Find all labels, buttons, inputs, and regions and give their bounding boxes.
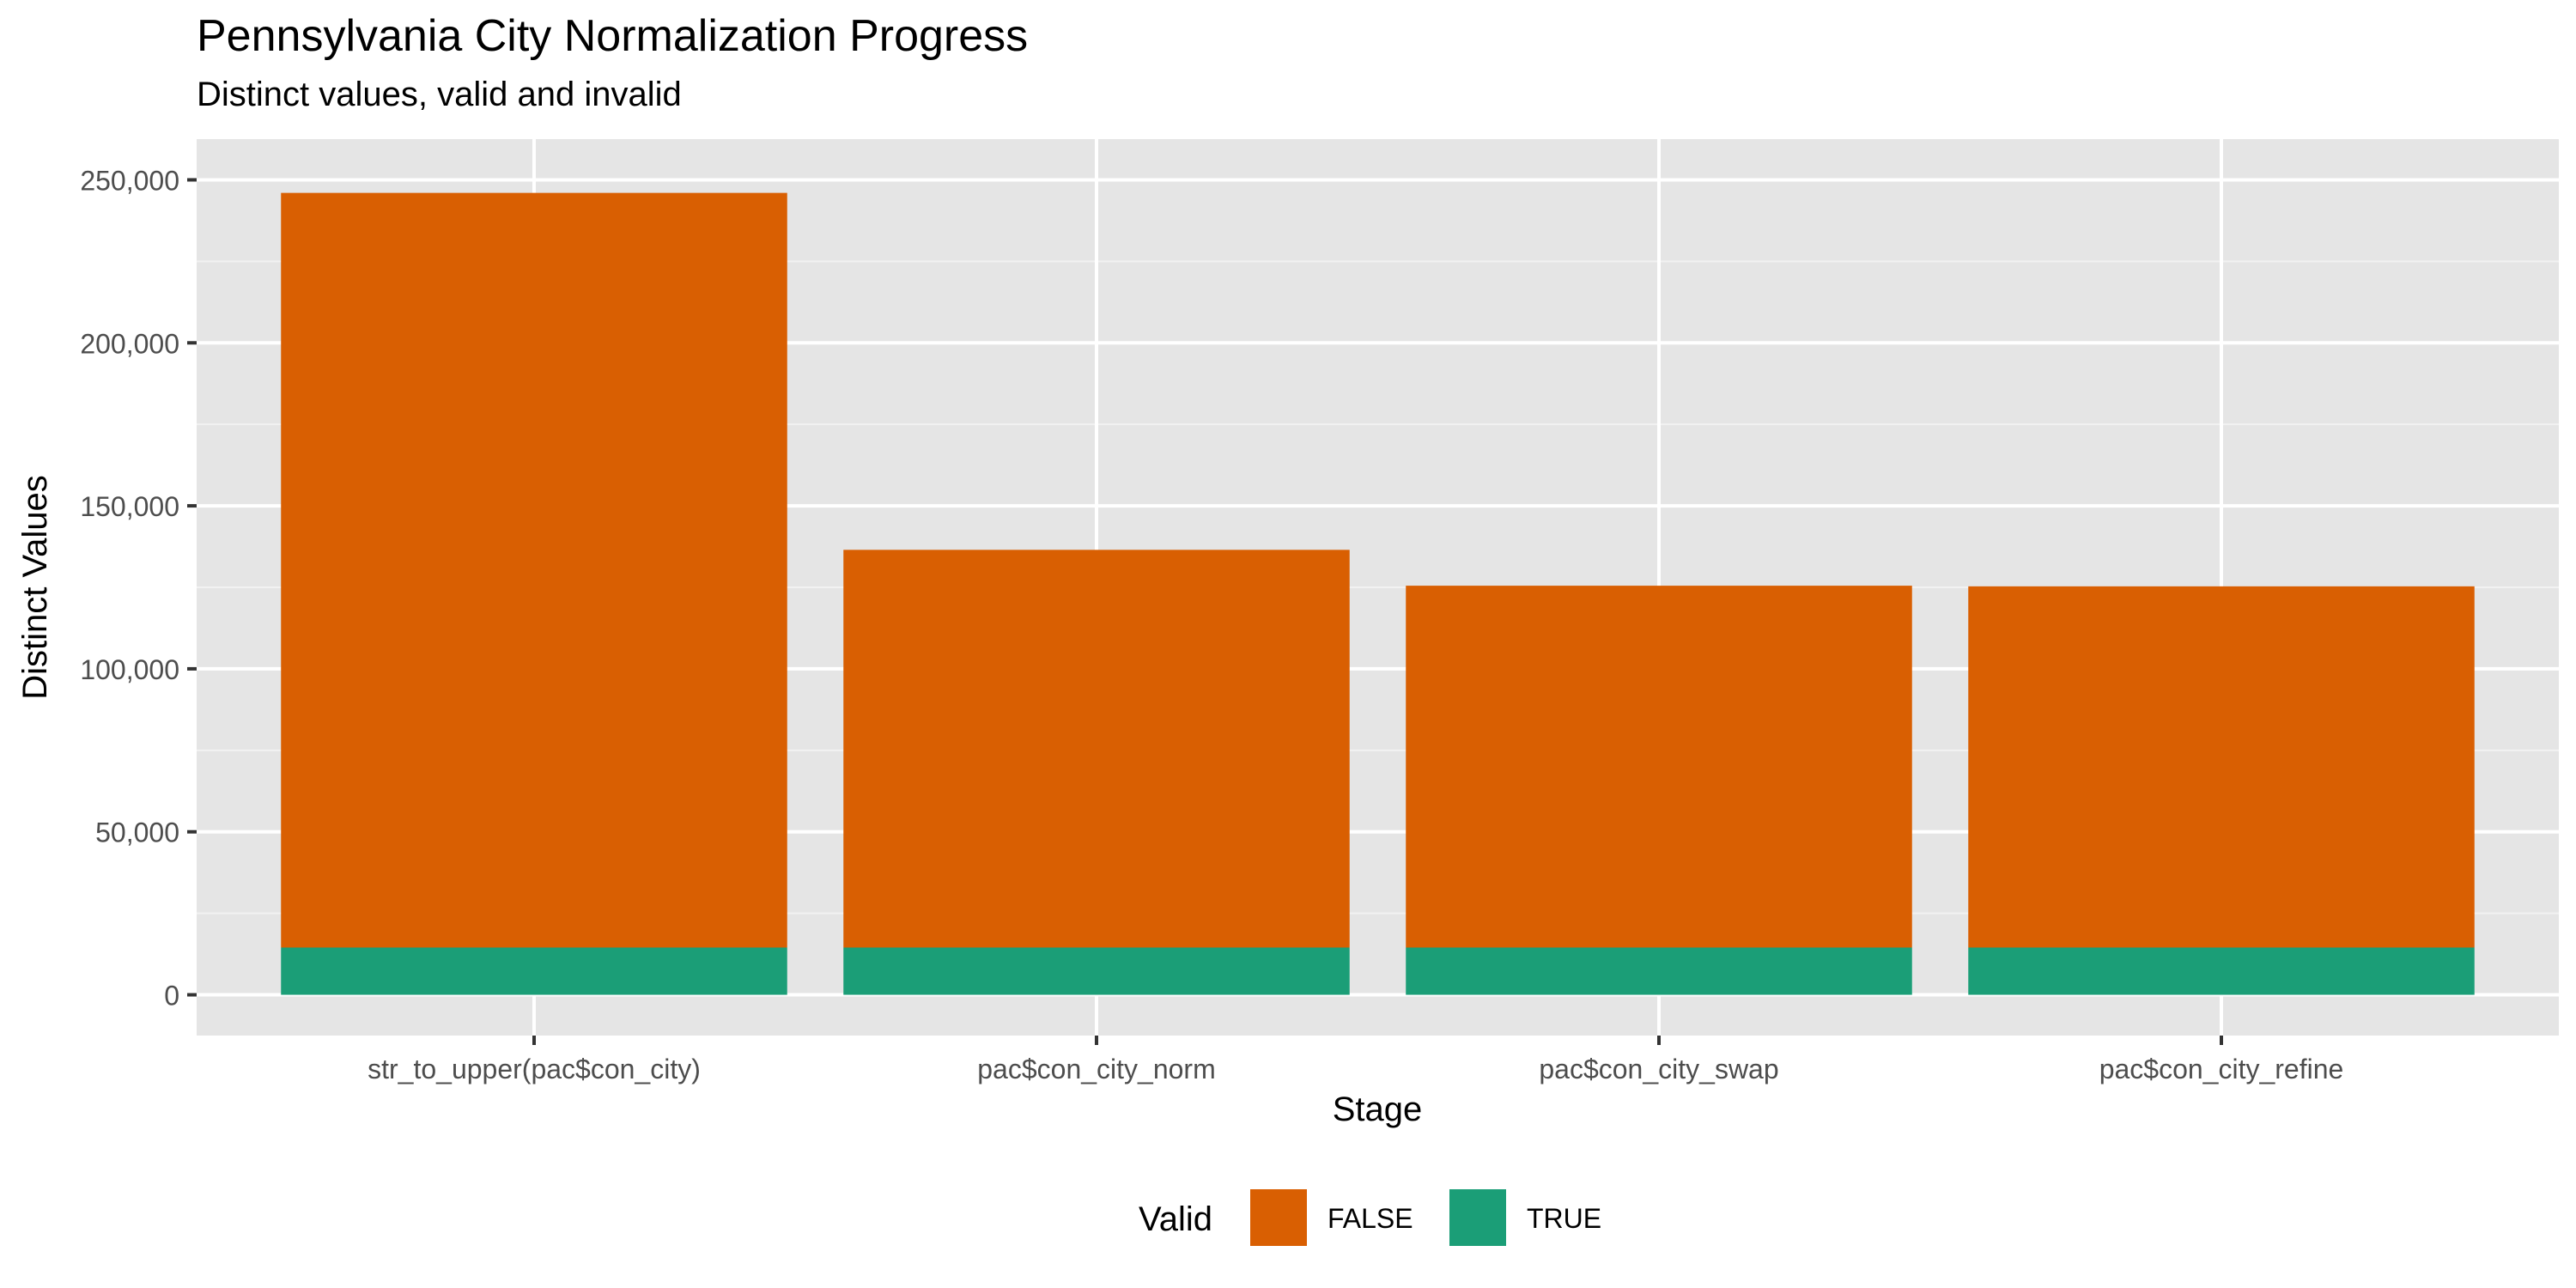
x-tick-label: str_to_upper(pac$con_city) <box>368 1054 701 1084</box>
bar-true <box>843 947 1350 995</box>
x-tick-label: pac$con_city_swap <box>1539 1054 1778 1084</box>
x-tick-label: pac$con_city_norm <box>977 1054 1215 1084</box>
legend-label-false: FALSE <box>1327 1203 1413 1234</box>
legend-label-true: TRUE <box>1527 1203 1601 1234</box>
y-tick-label: 150,000 <box>80 491 179 522</box>
chart-title: Pennsylvania City Normalization Progress <box>197 11 1029 61</box>
bar-false <box>843 550 1350 948</box>
y-tick-label: 200,000 <box>80 328 179 359</box>
y-tick-label: 100,000 <box>80 654 179 685</box>
bar-false <box>1968 586 2475 948</box>
y-tick-label: 50,000 <box>95 817 179 848</box>
bar-false <box>281 192 787 948</box>
bar-true <box>1406 947 1912 995</box>
legend-title: Valid <box>1139 1200 1212 1238</box>
y-tick-label: 250,000 <box>80 165 179 196</box>
x-axis: str_to_upper(pac$con_city) pac$con_city_n… <box>368 1036 2343 1084</box>
legend: Valid FALSE TRUE <box>1139 1189 1601 1246</box>
legend-key-false <box>1250 1189 1307 1246</box>
legend-key-true <box>1449 1189 1506 1246</box>
bar-true <box>1968 947 2475 995</box>
y-tick-label: 0 <box>164 981 179 1012</box>
bar-false <box>1406 586 1912 948</box>
chart-subtitle: Distinct values, valid and invalid <box>197 76 682 113</box>
y-axis-title: Distinct Values <box>16 475 54 700</box>
y-axis: 0 50,000 100,000 150,000 200,000 250,000 <box>80 165 197 1012</box>
x-tick-label: pac$con_city_refine <box>2099 1054 2344 1084</box>
bars <box>281 192 2475 995</box>
x-axis-title: Stage <box>1333 1091 1423 1128</box>
bar-true <box>281 947 787 995</box>
